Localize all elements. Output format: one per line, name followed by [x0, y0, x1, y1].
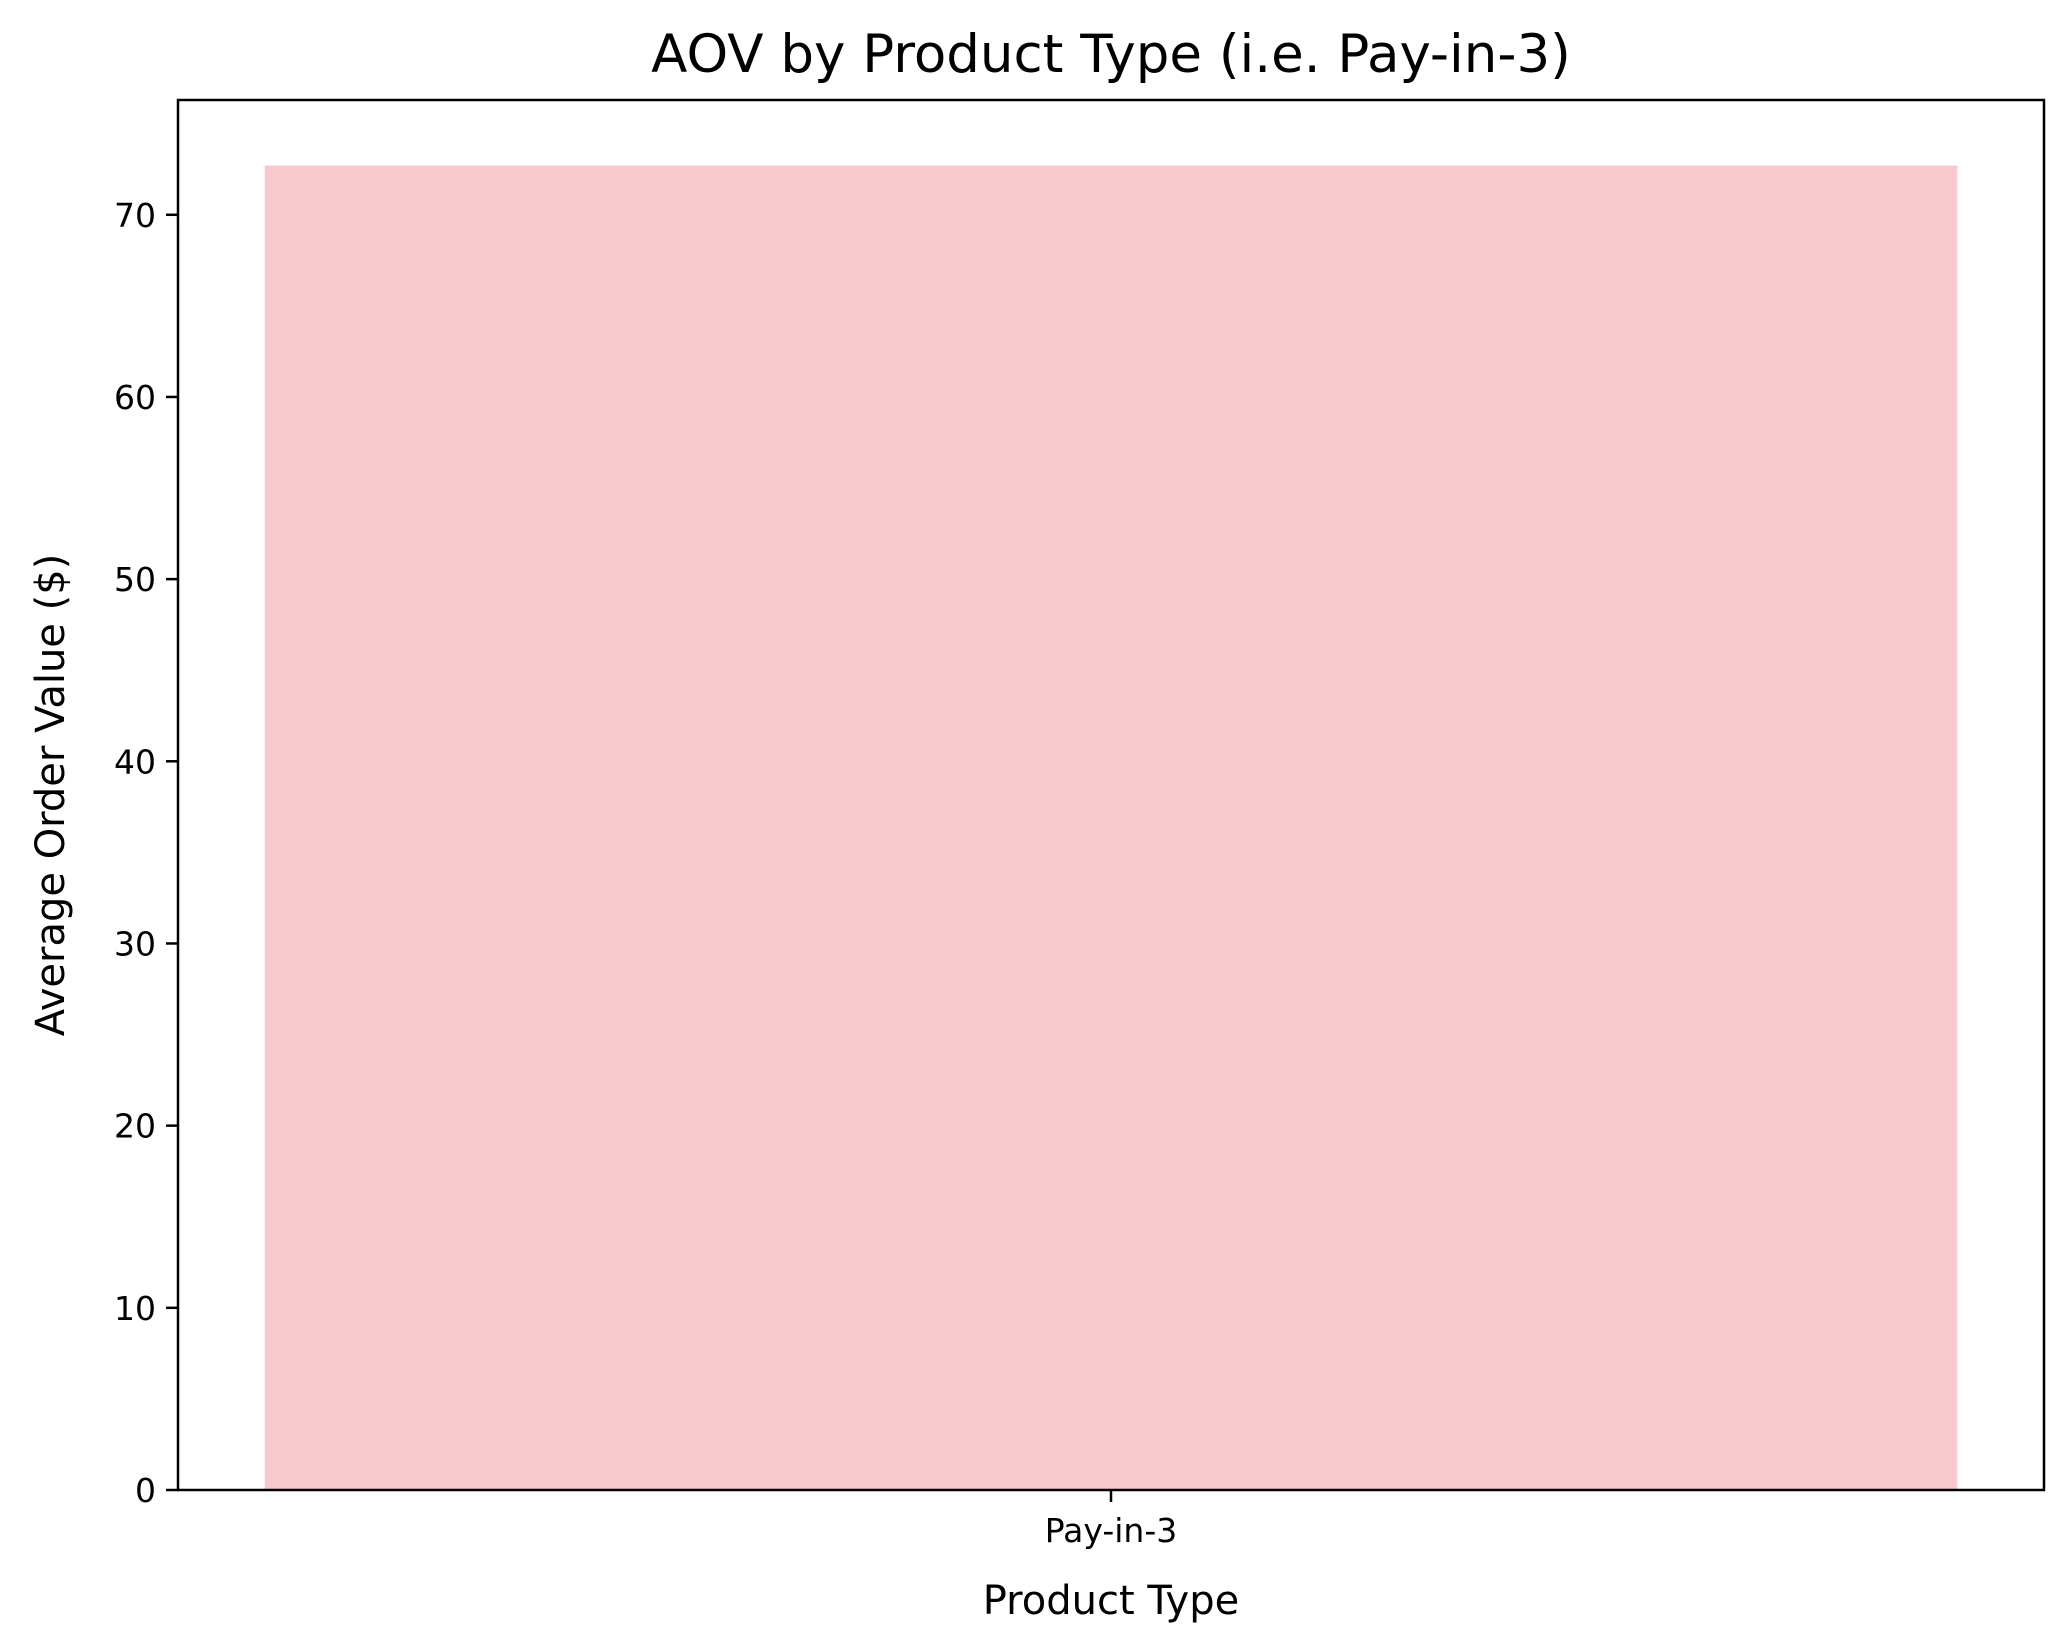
y-tick-label: 30: [114, 924, 156, 963]
y-tick-label: 40: [114, 742, 156, 781]
y-axis-label: Average Order Value ($): [28, 554, 74, 1037]
y-tick-label: 50: [114, 560, 156, 599]
plot-area-frame: [176, 98, 2046, 1492]
y-tick-label: 10: [114, 1289, 156, 1328]
y-tick-label: 20: [114, 1107, 156, 1146]
y-axis-ticks: 0 10 20 30 40 50 60 70: [114, 196, 178, 1510]
chart-title: AOV by Product Type (i.e. Pay-in-3): [651, 24, 1571, 85]
bars-group: [264, 165, 1958, 1490]
y-tick-label: 0: [135, 1471, 156, 1510]
x-axis-label: Product Type: [983, 1578, 1239, 1624]
y-tick-label: 60: [114, 378, 156, 417]
y-tick-label: 70: [114, 196, 156, 235]
bar-pay-in-3: [264, 165, 1958, 1490]
x-axis-ticks: Pay-in-3: [1045, 1490, 1177, 1550]
x-tick-label: Pay-in-3: [1045, 1511, 1177, 1550]
